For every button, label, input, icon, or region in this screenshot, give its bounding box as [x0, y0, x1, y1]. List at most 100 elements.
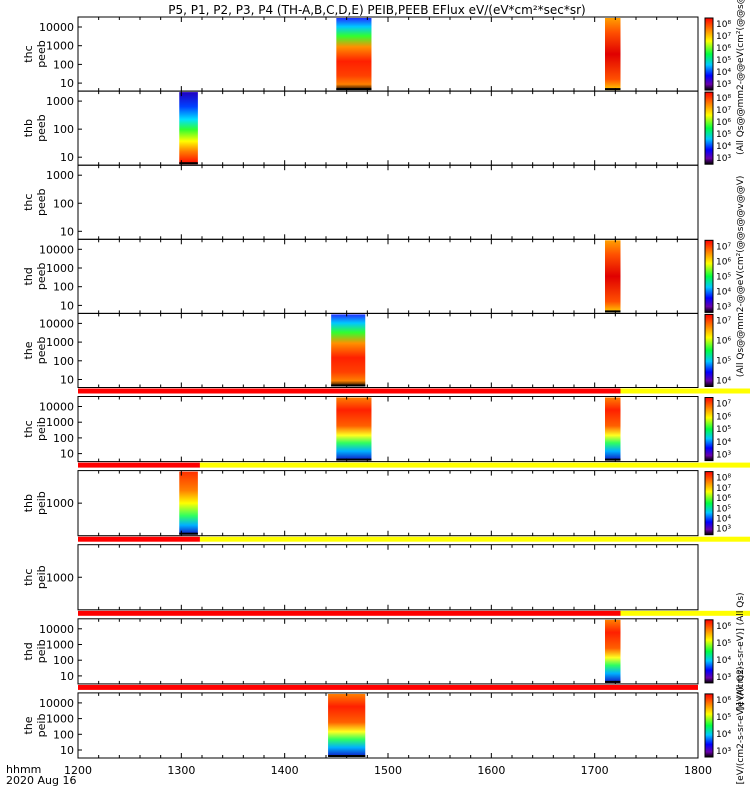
y-tick-label: 100	[53, 654, 74, 667]
y-axis-label: peib	[35, 417, 48, 441]
spectrogram-block	[605, 240, 621, 313]
colorbar-tick-label: 10⁶	[716, 696, 731, 706]
colorbar-tick-label: 10⁷	[716, 316, 731, 326]
y-tick-label: 1000	[46, 169, 74, 182]
spectrogram-block	[331, 314, 366, 387]
y-axis-label: thb	[22, 119, 35, 137]
colorbar-tick-label: 10³	[716, 451, 731, 461]
flag-bar-red	[78, 684, 698, 690]
y-tick-label: 10000	[39, 697, 74, 710]
colorbar-tick-label: 10⁶	[716, 336, 731, 346]
y-tick-label: 100	[53, 197, 74, 210]
spectrogram-block	[179, 471, 198, 535]
colorbar-tick-label: 10⁵	[716, 356, 731, 366]
y-tick-label: 1000	[46, 416, 74, 429]
y-axis-label: thd	[22, 267, 35, 285]
colorbar-tick-label: 10⁸	[716, 94, 731, 104]
spectrogram-block	[179, 92, 198, 165]
x-tick-label: 1300	[167, 764, 195, 777]
y-tick-label: 10000	[39, 401, 74, 414]
panel-frame	[77, 312, 699, 388]
y-tick-label: 10	[60, 448, 74, 461]
block-baseline-mark	[331, 384, 366, 387]
colorbar-tick-label: 10⁴	[716, 438, 731, 448]
block-baseline-mark	[605, 458, 621, 461]
colorbar	[704, 239, 714, 313]
colorbar-tick-label: 10⁵	[716, 504, 731, 514]
x-tick-label: 1400	[271, 764, 299, 777]
panel-frame	[77, 164, 699, 240]
y-axis-label: peeb	[35, 40, 48, 68]
x-tick-label: 1200	[64, 764, 92, 777]
y-axis-label: peib	[35, 714, 48, 738]
panel-thb_peeb: 1000 100 10 thb peeb 10⁸ 10⁷ 10⁶ 10⁵ 10⁴ 10³	[22, 90, 731, 166]
spectrogram-block	[605, 397, 621, 461]
flag-bar-red	[78, 388, 621, 394]
colorbar-tick-label: 10⁴	[716, 142, 731, 152]
y-tick-label: 10	[60, 670, 74, 683]
y-tick-label: 100	[53, 281, 74, 294]
y-axis-label: the	[22, 716, 35, 734]
date-label: 2020 Aug 16	[6, 774, 76, 787]
colorbar-tick-label: 10³	[716, 673, 731, 683]
colorbar-label: [eV/(cm2-s-sr-eV)] (All Qs)	[736, 592, 746, 710]
y-axis-label: thc	[22, 45, 35, 62]
y-axis-label: peib	[35, 491, 48, 515]
flag-bar-yellow	[199, 462, 750, 468]
y-tick-label: 100	[53, 123, 74, 136]
panel-frame	[77, 692, 699, 759]
spectrogram-block	[336, 18, 372, 91]
colorbar-tick-label: 10⁶	[716, 257, 731, 267]
y-tick-label: 10	[60, 299, 74, 312]
y-axis-label: peeb	[35, 114, 48, 142]
y-axis-label: thc	[22, 569, 35, 586]
flag-bar-red	[78, 462, 200, 468]
y-axis-label: peeb	[35, 337, 48, 365]
panel-frame	[77, 470, 699, 537]
colorbar-tick-label: 10⁶	[716, 494, 731, 504]
y-tick-label: 10000	[39, 623, 74, 636]
y-axis-label: peib	[35, 639, 48, 663]
y-tick-label: 100	[53, 58, 74, 71]
spectrogram-block	[605, 18, 621, 91]
y-tick-label: 100	[53, 728, 74, 741]
block-baseline-mark	[336, 458, 372, 461]
block-baseline-mark	[336, 88, 372, 91]
y-axis-label: thc	[22, 194, 35, 211]
y-tick-label: 100	[53, 355, 74, 368]
colorbar-tick-label: 10⁷	[716, 106, 731, 116]
panel-the_peib: 10000 1000 100 10 the peib 10⁶ 10⁵ 10⁴ 10³ [eV/(cm…	[22, 667, 746, 785]
y-tick-label: 10	[60, 744, 74, 757]
colorbar-tick-label: 10⁴	[716, 656, 731, 666]
colorbar-tick-label: 10⁶	[716, 412, 731, 422]
y-tick-label: 10000	[39, 21, 74, 34]
colorbar-label: (All Qs@@mm2-@@eV(cm²(@@s@@v@@V)	[736, 176, 746, 378]
flag-bar-yellow	[620, 388, 750, 394]
x-tick-label: 1800	[684, 764, 712, 777]
x-tick-label: 1700	[581, 764, 609, 777]
panel-thd_peib: 10000 1000 100 10 thd peib 10⁶ 10⁵ 10⁴ 10³ [eV/(cm…	[22, 592, 750, 710]
block-baseline-mark	[179, 162, 198, 165]
colorbar-label: (All Qs@@mm2-@@eV(cm²(@@s@@v@@V)	[736, 0, 746, 155]
block-baseline-mark	[605, 680, 621, 683]
colorbar	[704, 619, 714, 684]
flag-bar-red	[78, 536, 200, 542]
colorbar-tick-label: 10³	[716, 747, 731, 757]
colorbar-tick-label: 10³	[716, 302, 731, 312]
y-axis-label: the	[22, 341, 35, 359]
colorbar	[704, 471, 714, 536]
y-tick-label: 1000	[46, 336, 74, 349]
block-baseline-mark	[605, 310, 621, 313]
panel-thc_peib_2: 1000 thc peib	[22, 536, 750, 611]
colorbar-tick-label: 10⁵	[716, 272, 731, 282]
colorbar-tick-label: 10⁷	[716, 32, 731, 42]
y-tick-label: 10	[60, 225, 74, 238]
colorbar-tick-label: 10⁵	[716, 56, 731, 66]
y-tick-label: 1000	[46, 40, 74, 53]
flag-bar-yellow	[199, 536, 750, 542]
colorbar	[704, 313, 714, 387]
panel-frame	[77, 544, 699, 611]
colorbar	[704, 693, 714, 758]
